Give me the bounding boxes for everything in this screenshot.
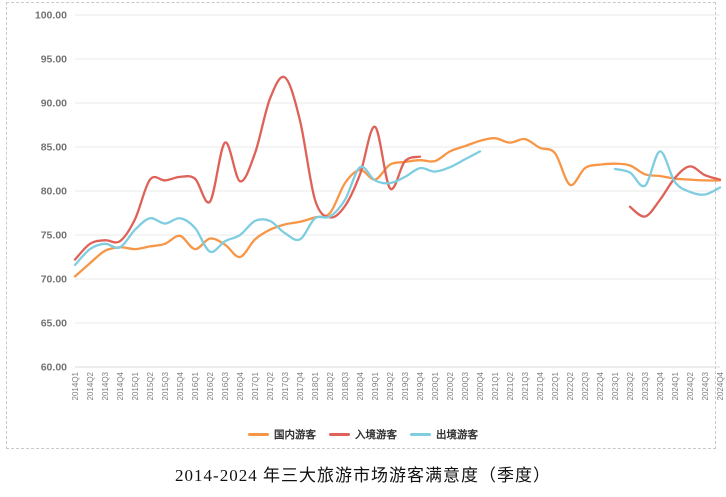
legend-item-inbound: 入境游客 bbox=[329, 427, 397, 442]
series-line-outbound bbox=[73, 150, 482, 267]
x-tick-label: 2017Q4 bbox=[296, 371, 305, 400]
chart-frame: 100.00 95.00 90.00 85.00 80.00 75.00 70.00 65.0… bbox=[6, 2, 725, 449]
y-tick-label: 60.00 bbox=[41, 362, 67, 374]
x-tick-label: 2018Q1 bbox=[311, 371, 320, 400]
x-tick-label: 2016Q3 bbox=[221, 371, 230, 400]
legend-color-outbound-icon bbox=[410, 433, 431, 436]
x-tick-label: 2021Q4 bbox=[536, 371, 545, 400]
legend-color-inbound-icon bbox=[329, 433, 350, 436]
x-tick-label: 2019Q1 bbox=[371, 371, 380, 400]
x-tick-label: 2014Q1 bbox=[71, 371, 80, 400]
x-tick-label: 2023Q1 bbox=[611, 371, 620, 400]
x-tick-label: 2015Q2 bbox=[146, 371, 155, 400]
x-tick-label: 2020Q2 bbox=[446, 371, 455, 400]
legend-label-outbound: 出境游客 bbox=[436, 429, 478, 441]
x-tick-label: 2018Q3 bbox=[341, 371, 350, 400]
legend-color-domestic-icon bbox=[248, 433, 269, 436]
x-tick-label: 2016Q4 bbox=[236, 371, 245, 400]
x-tick-label: 2023Q2 bbox=[626, 371, 635, 400]
satisfaction-line-chart: 100.00 95.00 90.00 85.00 80.00 75.00 70.00 65.0… bbox=[35, 10, 725, 401]
x-tick-label: 2014Q2 bbox=[86, 371, 95, 400]
x-tick-label: 2024Q4 bbox=[716, 371, 725, 400]
x-tick-label: 2021Q2 bbox=[506, 371, 515, 400]
x-tick-label: 2022Q3 bbox=[581, 371, 590, 400]
x-tick-label: 2023Q4 bbox=[656, 371, 665, 400]
series-line-inbound bbox=[73, 75, 422, 261]
x-tick-label: 2016Q1 bbox=[191, 371, 200, 400]
y-tick-label: 65.00 bbox=[41, 318, 67, 330]
x-tick-label: 2018Q2 bbox=[326, 371, 335, 400]
x-tick-label: 2024Q2 bbox=[686, 371, 695, 400]
x-tick-label: 2014Q3 bbox=[101, 371, 110, 400]
x-tick-label: 2017Q2 bbox=[266, 371, 275, 400]
y-tick-label: 70.00 bbox=[41, 274, 67, 286]
x-tick-label: 2015Q4 bbox=[176, 371, 185, 400]
x-tick-label: 2022Q4 bbox=[596, 371, 605, 400]
series-line-inbound bbox=[628, 165, 722, 218]
legend-label-domestic: 国内游客 bbox=[274, 429, 316, 441]
legend-label-inbound: 入境游客 bbox=[355, 429, 397, 441]
x-tick-label: 2019Q4 bbox=[416, 371, 425, 400]
x-tick-label: 2017Q1 bbox=[251, 371, 260, 400]
y-tick-label: 85.00 bbox=[41, 142, 67, 154]
x-tick-label: 2020Q4 bbox=[476, 371, 485, 400]
x-tick-label: 2019Q3 bbox=[401, 371, 410, 400]
x-tick-label: 2014Q4 bbox=[116, 371, 125, 400]
x-tick-label: 2015Q1 bbox=[131, 371, 140, 400]
x-tick-label: 2017Q3 bbox=[281, 371, 290, 400]
x-tick-label: 2015Q3 bbox=[161, 371, 170, 400]
series-line-outbound bbox=[613, 150, 722, 196]
x-tick-label: 2016Q2 bbox=[206, 371, 215, 400]
x-tick-label: 2022Q1 bbox=[551, 371, 560, 400]
x-tick-label: 2023Q3 bbox=[641, 371, 650, 400]
x-tick-label: 2019Q2 bbox=[386, 371, 395, 400]
y-tick-label: 95.00 bbox=[41, 54, 67, 66]
x-tick-label: 2022Q2 bbox=[566, 371, 575, 400]
chart-title: 2014-2024 年三大旅游市场游客满意度（季度） bbox=[175, 466, 551, 485]
y-tick-label: 90.00 bbox=[41, 98, 67, 110]
chart-legend: 国内游客 入境游客 出境游客 bbox=[0, 427, 726, 442]
y-tick-label: 100.00 bbox=[35, 10, 67, 22]
x-tick-label: 2020Q3 bbox=[461, 371, 470, 400]
x-tick-label: 2024Q3 bbox=[701, 371, 710, 400]
x-tick-label: 2021Q3 bbox=[521, 371, 530, 400]
x-tick-label: 2018Q4 bbox=[356, 371, 365, 400]
series-line-domestic bbox=[73, 137, 722, 278]
legend-item-domestic: 国内游客 bbox=[248, 427, 316, 442]
y-tick-label: 75.00 bbox=[41, 230, 67, 242]
x-tick-label: 2020Q1 bbox=[431, 371, 440, 400]
x-tick-label: 2024Q1 bbox=[671, 371, 680, 400]
x-tick-label: 2021Q1 bbox=[491, 371, 500, 400]
y-tick-label: 80.00 bbox=[41, 186, 67, 198]
legend-item-outbound: 出境游客 bbox=[410, 427, 478, 442]
